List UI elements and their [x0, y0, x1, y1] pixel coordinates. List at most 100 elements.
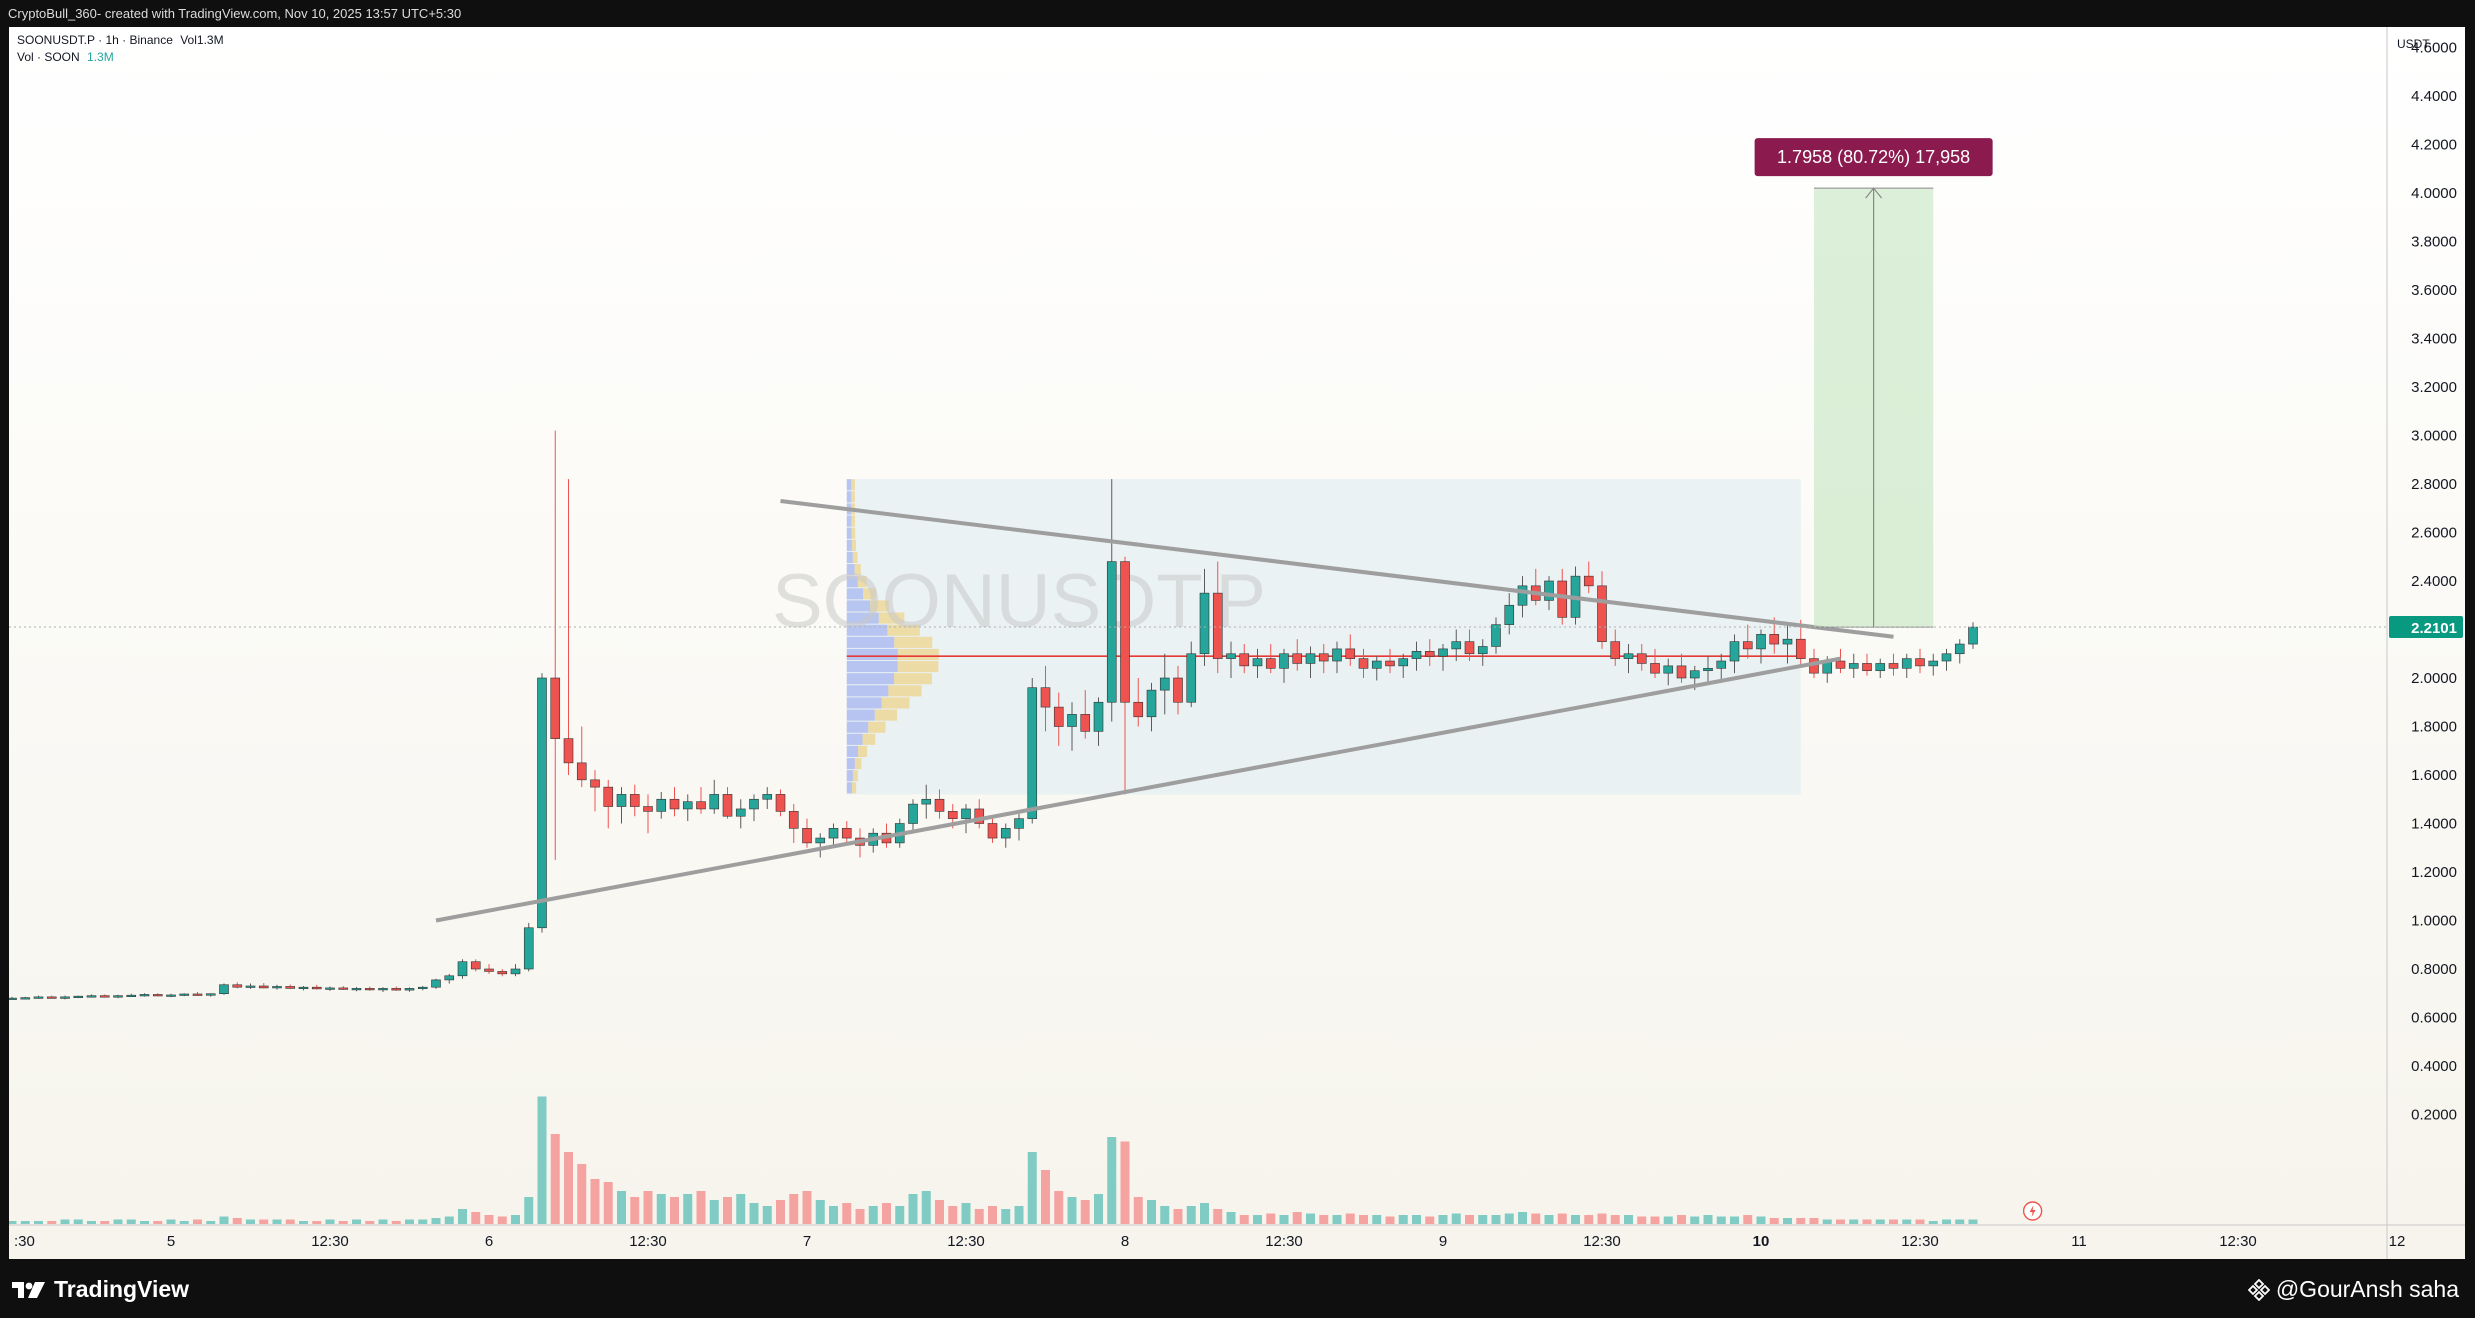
candle-body — [1014, 818, 1024, 829]
candle-body — [378, 988, 388, 991]
price-chart[interactable]: SOONUSDT.P 1.7958 (80.72%) 17,958 USDT 0.… — [9, 27, 2465, 1259]
volume-profile-bar — [862, 588, 876, 600]
volume-bar — [537, 1096, 547, 1224]
volume-bar — [1239, 1215, 1249, 1224]
volume-bar — [1624, 1215, 1633, 1224]
candle-body — [1199, 592, 1210, 655]
volume-bar — [1014, 1206, 1024, 1224]
candle-body — [603, 786, 614, 807]
volume-bar — [1319, 1215, 1329, 1224]
price-tick-label: 2.0000 — [2411, 670, 2457, 687]
volume-bar — [815, 1200, 825, 1224]
volume-bar — [1875, 1219, 1885, 1224]
candle-body — [1703, 667, 1713, 672]
volume-bar — [656, 1194, 666, 1224]
time-tick-label: 12:30 — [1583, 1233, 1621, 1250]
candle-body — [60, 996, 70, 999]
volume-profile-bar — [846, 612, 879, 624]
volume-bar — [935, 1200, 944, 1224]
candle-body — [1451, 641, 1462, 650]
volume-bar — [908, 1194, 918, 1224]
candle-body — [1477, 646, 1488, 655]
volume-bar — [709, 1200, 719, 1224]
tradingview-logo[interactable]: TradingView — [12, 1276, 189, 1303]
volume-profile-bar — [846, 721, 869, 733]
target-label-box — [1754, 138, 1993, 177]
volume-bar — [1253, 1215, 1262, 1224]
volume-bar — [1597, 1213, 1607, 1224]
candle-body — [325, 987, 335, 990]
time-tick-label: 12 — [2389, 1233, 2406, 1250]
price-tick-label: 0.8000 — [2411, 961, 2457, 978]
volume-bar — [246, 1219, 255, 1224]
candle-body — [1888, 663, 1899, 669]
volume-bar — [1385, 1216, 1395, 1224]
candle-body — [1345, 648, 1356, 659]
time-tick-label: 9 — [1439, 1233, 1447, 1250]
legend-volume: Vol1.3M — [180, 33, 224, 47]
brand-name: TradingView — [54, 1276, 190, 1302]
legend-symbol: SOONUSDT.P — [17, 33, 95, 47]
volume-bar — [590, 1179, 600, 1224]
candle-body — [961, 808, 971, 819]
volume-bar — [312, 1221, 322, 1224]
volume-bar — [259, 1219, 269, 1224]
candle-body — [643, 806, 653, 812]
volume-bar — [829, 1206, 838, 1224]
last-price-tag — [2389, 616, 2463, 639]
volume-bar — [1438, 1215, 1448, 1224]
price-tick-label: 3.4000 — [2411, 331, 2457, 348]
last-price-label: 2.2101 — [2411, 620, 2457, 637]
candle-body — [1769, 634, 1780, 645]
volume-bar — [206, 1221, 216, 1224]
volume-bar — [1571, 1215, 1580, 1224]
volume-bar — [603, 1182, 613, 1224]
author-attribution: @GourAnsh saha — [2247, 1276, 2459, 1303]
volume-bar — [232, 1218, 242, 1224]
volume-profile-bar — [854, 564, 861, 576]
candle-body — [828, 828, 839, 839]
volume-bar — [1107, 1137, 1117, 1224]
candle-body — [1133, 701, 1144, 718]
volume-bar — [1332, 1215, 1342, 1224]
candle-body — [417, 986, 428, 989]
volume-bar — [842, 1203, 852, 1224]
candle-body — [947, 811, 958, 819]
volume-bar — [1703, 1215, 1713, 1224]
candle-body — [152, 994, 163, 997]
footer-bar: TradingView @GourAnsh saha — [0, 1259, 2475, 1318]
volume-legend-value: 1.3M — [87, 50, 114, 64]
volume-bar — [1027, 1152, 1037, 1224]
candle-body — [1928, 660, 1939, 667]
candle-body — [1146, 689, 1157, 718]
chart-area[interactable]: SOONUSDT.P · 1h · Binance Vol1.3M Vol · … — [9, 27, 2465, 1259]
candle-body — [1782, 638, 1793, 645]
volume-bar — [1200, 1203, 1209, 1224]
candle-body — [576, 762, 587, 781]
candle-body — [788, 811, 799, 829]
volume-bar — [577, 1164, 587, 1224]
volume-bar — [20, 1221, 30, 1224]
candle-body — [722, 794, 733, 817]
volume-bar — [1226, 1212, 1236, 1224]
volume-profile-bar — [846, 673, 895, 685]
candle-body — [1968, 626, 1978, 645]
volume-legend-label: Vol · SOON — [17, 50, 80, 64]
volume-bar — [484, 1215, 494, 1224]
volume-profile-bar — [858, 745, 868, 758]
candle-body — [550, 677, 561, 739]
volume-bar — [47, 1221, 57, 1224]
volume-profile-bar — [846, 782, 852, 794]
candle-body — [113, 995, 123, 998]
volume-bar — [179, 1221, 189, 1224]
legend-exchange: Binance — [129, 33, 173, 47]
volume-profile-bar — [846, 685, 889, 697]
volume-bar — [418, 1219, 428, 1224]
candle-body — [1318, 653, 1329, 662]
candle-body — [1226, 653, 1236, 659]
volume-bar — [643, 1191, 653, 1224]
volume-bar — [1637, 1216, 1647, 1224]
volume-bar — [1796, 1218, 1806, 1224]
volume-bar — [1173, 1209, 1183, 1224]
candle-body — [1000, 828, 1011, 839]
